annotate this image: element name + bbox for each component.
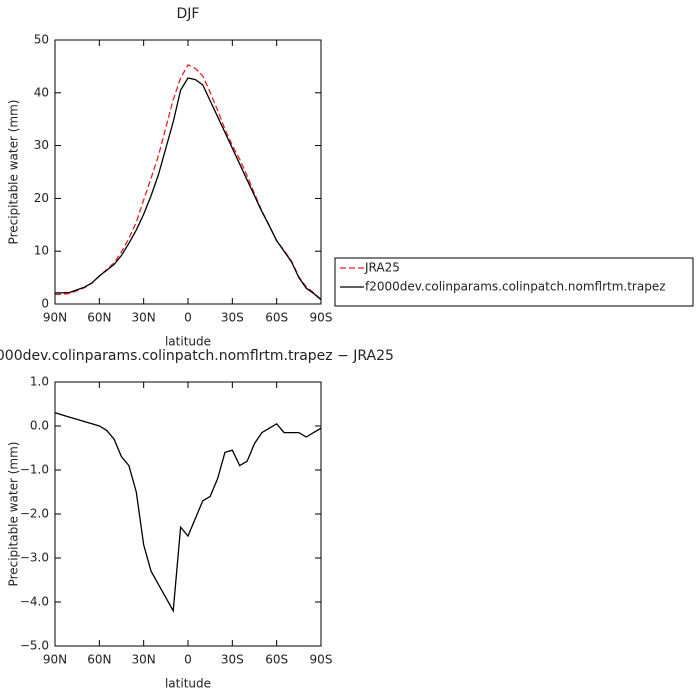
y-tick-label: −3.0	[20, 551, 49, 565]
y-axis-label: Precipitable water (mm)	[7, 100, 21, 245]
chart-title: f2000dev.colinparams.colinpatch.nomflrtm…	[0, 348, 394, 364]
data-line	[54, 63, 322, 300]
y-tick-label: 1.0	[30, 375, 49, 389]
x-tick-label: 30S	[221, 653, 244, 667]
x-tick-label: 90S	[310, 653, 333, 667]
y-tick-label: 0.0	[30, 419, 49, 433]
y-tick-label: 50	[34, 33, 49, 47]
x-tick-label: 0	[184, 311, 192, 325]
x-tick-label: 90N	[43, 653, 67, 667]
data-line	[55, 77, 322, 301]
legend-label: JRA25	[364, 261, 400, 275]
x-tick-label: 90N	[43, 311, 67, 325]
x-tick-label: 60N	[87, 311, 111, 325]
x-tick-label: 0	[184, 653, 192, 667]
legend-box	[334, 257, 694, 307]
y-tick-label: 0	[41, 297, 49, 311]
plot-frame	[54, 39, 322, 305]
x-tick-label: 60S	[265, 653, 288, 667]
x-axis-label: latitude	[165, 335, 211, 349]
chart-panel: f2000dev.colinparams.colinpatch.nomflrtm…	[0, 348, 394, 691]
y-axis-label: Precipitable water (mm)	[7, 442, 21, 587]
y-tick-label: 30	[34, 138, 49, 152]
plot-frame	[54, 381, 322, 647]
y-tick-label: 40	[34, 85, 49, 99]
chart-panel: DJF latitude Precipitable water (mm) 90N 60N…	[7, 6, 694, 349]
x-tick-label: 30N	[132, 653, 156, 667]
y-tick-label: −1.0	[20, 463, 49, 477]
data-line	[54, 412, 322, 613]
y-tick-label: −4.0	[20, 595, 49, 609]
legend-label: f2000dev.colinparams.colinpatch.nomflrtm…	[365, 280, 666, 294]
chart-title: DJF	[177, 6, 200, 22]
y-tick-label: −5.0	[20, 639, 49, 653]
x-tick-label: 60S	[265, 311, 288, 325]
x-tick-label: 60N	[87, 653, 111, 667]
x-tick-label: 30N	[132, 311, 156, 325]
x-tick-label: 90S	[310, 311, 333, 325]
y-tick-label: −2.0	[20, 507, 49, 521]
x-tick-label: 30S	[221, 311, 244, 325]
y-tick-label: 10	[34, 244, 49, 258]
x-axis-label: latitude	[165, 677, 211, 691]
y-tick-label: 20	[34, 191, 49, 205]
